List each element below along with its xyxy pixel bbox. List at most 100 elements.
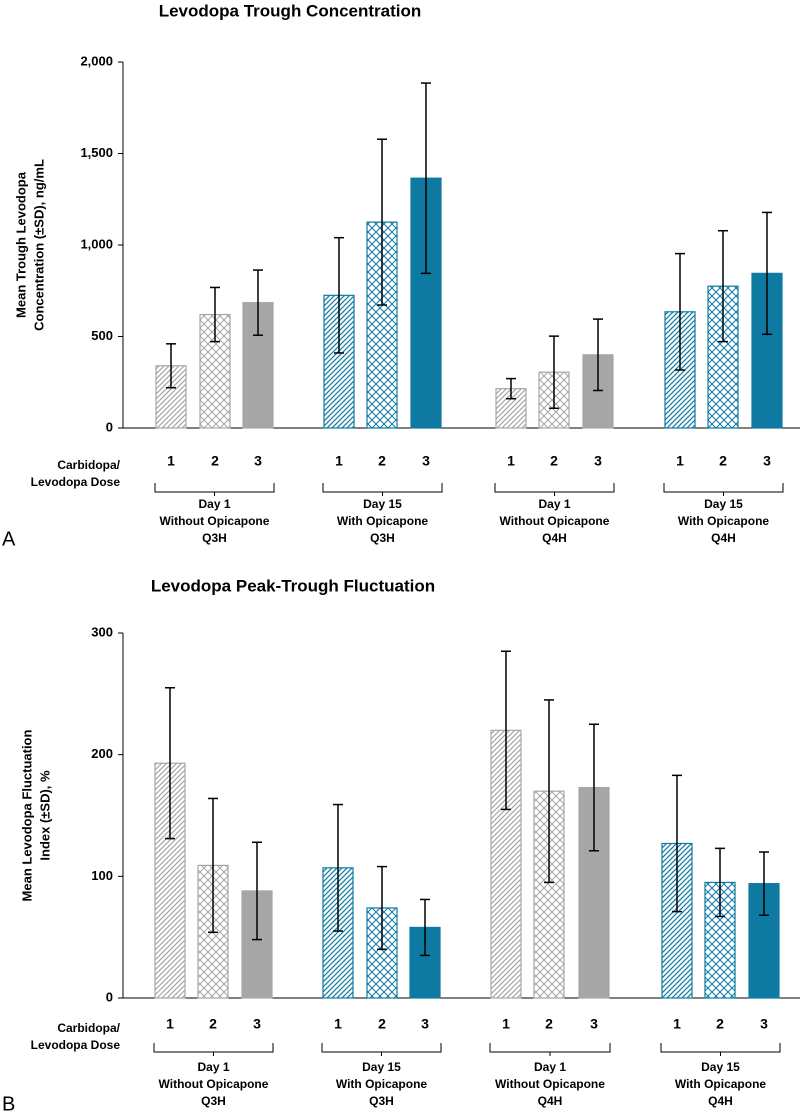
error-bar [759,851,769,917]
panel-label: B [2,1093,15,1115]
group-label: Without Opicapone [500,514,610,528]
x-tick-label: 2 [545,1016,553,1032]
x-tick-label: 3 [254,453,262,469]
group-label: Q3H [369,1094,394,1108]
x-tick-label: 1 [502,1016,510,1032]
error-bar [210,286,220,343]
x-tick-label: 3 [594,453,602,469]
x-tick-label: 1 [334,1016,342,1032]
group-label: Day 1 [534,1060,566,1074]
x-axis-label: Carbidopa/ [57,458,120,472]
error-bar [715,847,725,918]
error-bar [377,138,387,306]
bar [409,926,441,999]
x-tick-label: 3 [590,1016,598,1032]
group-bracket [494,483,615,496]
y-tick-label: 100 [91,868,113,883]
group-bracket [663,483,784,496]
x-tick-label: 3 [763,453,771,469]
error-bar [166,343,176,389]
x-tick-label: 1 [335,453,343,469]
x-tick-label: 2 [719,453,727,469]
x-tick-label: 1 [676,453,684,469]
y-tick-label: 200 [91,746,113,761]
error-bar [420,898,430,957]
error-bar [718,229,728,343]
x-axis-label: Levodopa Dose [31,475,121,489]
y-axis-label: Mean Levodopa Fluctuation [19,729,34,901]
x-tick-label: 2 [209,1016,217,1032]
error-bar [253,269,263,336]
group-label: Day 1 [197,1060,229,1074]
error-bar [544,699,554,884]
error-bar [549,335,559,409]
y-tick-label: 0 [106,989,113,1004]
x-tick-label: 2 [550,453,558,469]
x-tick-label: 1 [166,1016,174,1032]
group-label: Without Opicapone [160,514,270,528]
group-label: With Opicapone [678,514,770,528]
x-tick-label: 3 [253,1016,261,1032]
x-tick-label: 1 [507,453,515,469]
error-bar [421,82,431,275]
x-axis-label: Levodopa Dose [31,1038,121,1052]
group-label: Day 15 [701,1060,740,1074]
error-bar [334,236,344,354]
group-bracket [660,1043,781,1056]
x-tick-label: 2 [378,1016,386,1032]
group-label: With Opicapone [336,1077,428,1091]
y-axis-label: Mean Trough Levodopa [13,171,28,318]
error-bar [165,687,175,840]
error-bar [589,723,599,852]
x-tick-label: 3 [421,1016,429,1032]
group-bracket [321,1043,442,1056]
x-tick-label: 3 [760,1016,768,1032]
error-bar [675,252,685,371]
x-tick-label: 1 [167,453,175,469]
x-tick-label: 3 [422,453,430,469]
error-bar [208,797,218,934]
group-label: Day 15 [362,1060,401,1074]
bar [748,883,780,999]
group-label: Day 1 [198,497,230,511]
y-tick-label: 1,000 [80,236,113,251]
group-label: Q4H [538,1094,563,1108]
y-tick-label: 1,500 [80,145,113,160]
group-bracket [489,1043,611,1056]
group-label: Q4H [711,531,736,545]
group-bracket [153,1043,274,1056]
group-label: Day 15 [363,497,402,511]
group-label: With Opicapone [675,1077,767,1091]
x-axis-label: Carbidopa/ [57,1021,120,1035]
y-tick-label: 2,000 [80,53,113,68]
error-bar [672,774,682,913]
error-bar [377,865,387,951]
group-bracket [322,483,443,496]
error-bar [593,318,603,392]
group-label: Without Opicapone [159,1077,269,1091]
group-label: Q3H [370,531,395,545]
x-tick-label: 2 [211,453,219,469]
y-tick-label: 500 [91,328,113,343]
error-bar [501,650,511,811]
y-tick-label: 300 [91,624,113,639]
group-label: Q4H [542,531,567,545]
group-label: Without Opicapone [495,1077,605,1091]
error-bar [333,803,343,932]
error-bar [252,841,262,941]
y-tick-label: 0 [106,419,113,434]
group-label: Day 1 [538,497,570,511]
chart-title: Levodopa Peak-Trough Fluctuation [151,576,435,595]
x-tick-label: 2 [716,1016,724,1032]
group-label: With Opicapone [337,514,429,528]
group-label: Q4H [708,1094,733,1108]
error-bar [762,211,772,336]
group-bracket [154,483,275,496]
group-label: Day 15 [704,497,743,511]
group-label: Q3H [202,531,227,545]
y-axis-label: Index (±SD), % [37,770,52,861]
x-tick-label: 2 [378,453,386,469]
chart-title: Levodopa Trough Concentration [159,1,422,20]
y-axis-label: Concentration (±SD), ng/mL [31,159,46,331]
